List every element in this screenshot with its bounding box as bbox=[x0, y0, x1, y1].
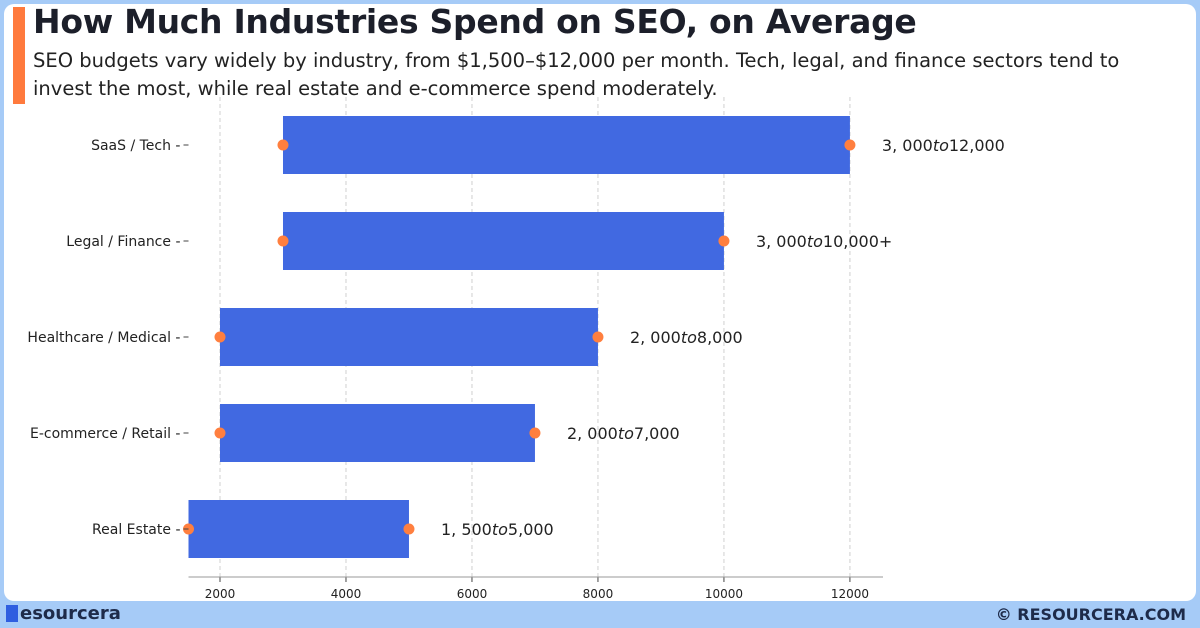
y-tick-label: E-commerce / Retail - bbox=[30, 426, 181, 442]
range-bar bbox=[219, 404, 535, 462]
page-subtitle: SEO budgets vary widely by industry, fro… bbox=[33, 49, 1120, 100]
min-point bbox=[277, 139, 289, 151]
x-tick-label: 10000 bbox=[705, 587, 743, 601]
range-bar bbox=[219, 308, 598, 366]
min-point bbox=[214, 331, 226, 343]
x-tick-label: 2000 bbox=[205, 587, 236, 601]
range-bar bbox=[282, 116, 850, 174]
range-bar bbox=[188, 500, 409, 558]
y-tick-label: Legal / Finance - bbox=[66, 234, 180, 250]
x-tick-label: 8000 bbox=[583, 587, 614, 601]
x-tick-label: 12000 bbox=[831, 587, 869, 601]
brand-logo: esourcera bbox=[6, 603, 121, 624]
y-tick-label: Real Estate - bbox=[92, 522, 180, 538]
accent-bar bbox=[13, 7, 25, 104]
y-tick-label: SaaS / Tech - bbox=[91, 138, 180, 154]
data-label: 1, 500to5,000 bbox=[441, 520, 554, 539]
data-label: 2, 000to7,000 bbox=[567, 424, 680, 443]
data-label: 3, 000to10,000+ bbox=[756, 232, 892, 251]
max-point bbox=[403, 523, 415, 535]
page-title: How Much Industries Spend on SEO, on Ave… bbox=[33, 2, 917, 41]
copyright: © RESOURCERA.COM bbox=[995, 605, 1186, 624]
min-point bbox=[214, 427, 226, 439]
brand-name: esourcera bbox=[20, 603, 121, 624]
data-label: 2, 000to8,000 bbox=[630, 328, 743, 347]
max-point bbox=[592, 331, 604, 343]
data-label: 3, 000to12,000 bbox=[882, 136, 1005, 155]
max-point bbox=[529, 427, 541, 439]
max-point bbox=[844, 139, 856, 151]
min-point bbox=[277, 235, 289, 247]
x-tick-label: 6000 bbox=[457, 587, 488, 601]
x-tick-label: 4000 bbox=[331, 587, 362, 601]
range-bar bbox=[282, 212, 724, 270]
y-tick-label: Healthcare / Medical - bbox=[27, 330, 180, 346]
max-point bbox=[718, 235, 730, 247]
logo-icon bbox=[6, 605, 18, 622]
